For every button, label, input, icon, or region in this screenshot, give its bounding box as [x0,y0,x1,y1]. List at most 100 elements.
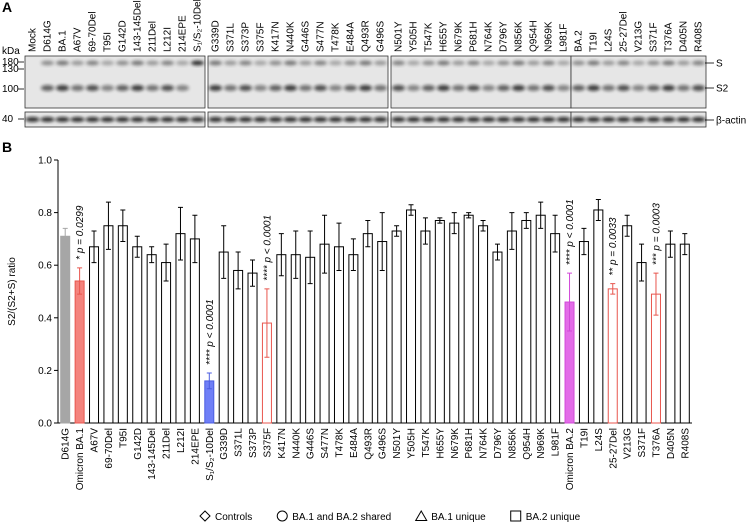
legend-marker [199,510,211,522]
bar [679,243,690,424]
band [146,85,159,91]
error-bar [466,212,472,219]
error-bar [509,212,515,250]
band [541,117,556,122]
band [617,85,630,91]
lane-label: 143-145Del [133,0,144,52]
error-bar [682,233,688,256]
band [41,85,54,91]
error-bar [494,243,500,261]
x-tick-label: S371L [234,428,245,457]
lane-label: 214EPE [178,15,189,52]
lane-label: H655Y [439,21,450,52]
error-bar [350,238,356,271]
error-bar [250,259,256,287]
x-tick-label: S371F [637,428,648,457]
bar [636,262,647,424]
band [677,60,690,66]
band [299,60,312,66]
legend-label: Controls [215,512,252,523]
band [55,117,70,122]
lane-label: T95I [103,32,114,52]
blot-panel [207,55,389,109]
x-tick-label: T547K [421,428,432,458]
x-tick-label: E484A [349,428,360,458]
mw-marker: 40 [2,114,14,125]
band [25,117,40,122]
bar [593,209,604,424]
bar [233,269,244,424]
x-tick-label: N679K [450,428,461,459]
x-tick-label: P681H [464,428,475,459]
band [209,85,222,91]
band [407,85,420,91]
lane-label: BA.2 [574,30,585,52]
band [115,117,130,122]
lane-label: Mock [28,27,39,52]
x-tick-label: T376A [651,428,662,458]
band [224,60,237,66]
band [586,117,601,122]
error-bar [91,230,97,264]
lane-label: S373P [241,22,252,52]
band [437,60,450,66]
x-tick-label: Q493R [363,428,374,460]
band [467,60,480,66]
x-tick-label: 25-27Del [608,428,619,469]
x-tick-label: G446S [306,428,317,459]
band [692,60,705,66]
annotation: * p = 0.0299 [75,205,86,260]
error-bar [105,201,111,250]
bar [362,233,373,424]
bar [74,280,85,424]
x-tick-label: V213G [623,428,634,459]
error-bar [653,272,659,316]
lane-label: R408S [694,21,705,52]
error-bar [639,243,645,282]
bar [492,251,503,424]
x-tick-label: T19I [579,428,590,448]
band [691,117,706,122]
y-tick-label: 0.6 [38,261,52,272]
x-tick-label: G142D [133,428,144,460]
band [466,117,481,122]
band [373,117,388,122]
blot-panel [24,55,206,109]
bar [406,209,417,424]
lane-label: N764K [484,21,495,52]
band [512,85,525,91]
error-bar [192,214,198,264]
y-tick-label: 1.0 [38,156,52,167]
band [422,60,435,66]
actin-panel [24,111,206,128]
band [116,60,129,66]
legend-label: BA.2 unique [526,512,581,523]
band [587,85,600,91]
band-label: β-actin [716,116,746,127]
band [239,85,252,91]
band [601,117,616,122]
error-bar [437,217,443,224]
bar [506,230,517,424]
band [254,60,267,66]
x-tick-label: R408S [680,428,691,459]
error-bar [523,212,529,229]
band [662,85,675,91]
band [86,60,99,66]
bar [665,243,676,424]
x-tick-label: L24S [594,428,605,452]
bar [276,254,287,424]
error-bar [408,204,414,216]
band [482,60,495,66]
legend-label: BA.1 unique [431,512,486,523]
band [616,117,631,122]
band [283,117,298,122]
band [190,117,205,122]
actin-panel [207,111,389,128]
error-bar [610,283,616,295]
band [131,85,144,91]
band [692,85,705,91]
band [298,117,313,122]
band [497,85,510,91]
band [70,117,85,122]
